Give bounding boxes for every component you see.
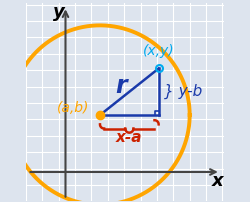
Text: x: x [212, 172, 223, 190]
Text: (a,b): (a,b) [57, 101, 90, 115]
Text: y: y [53, 3, 64, 21]
Text: r: r [116, 74, 127, 98]
Text: } y-b: } y-b [164, 84, 202, 99]
Text: x-a: x-a [116, 130, 142, 145]
Text: (x,y): (x,y) [143, 44, 174, 58]
